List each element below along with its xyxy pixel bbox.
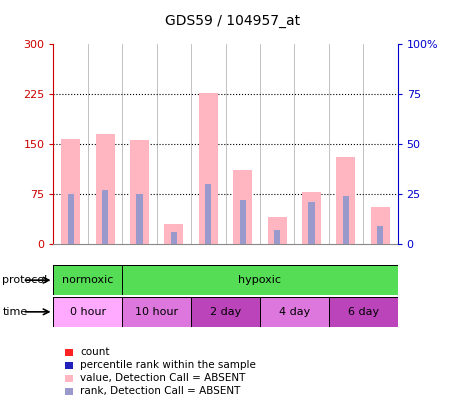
Text: time: time [2, 307, 27, 317]
Bar [102, 190, 108, 244]
Bar [122, 297, 191, 327]
Text: 0 hour: 0 hour [70, 307, 106, 317]
Text: 2 day: 2 day [210, 307, 241, 317]
Bar [260, 297, 329, 327]
Text: rank, Detection Call = ABSENT: rank, Detection Call = ABSENT [80, 386, 241, 396]
Bar [199, 93, 218, 244]
Text: count: count [80, 347, 110, 357]
Bar [274, 230, 280, 244]
Bar [233, 170, 252, 244]
Bar [165, 223, 183, 244]
Bar [67, 194, 74, 244]
Bar [329, 297, 398, 327]
Bar [239, 200, 246, 244]
Bar [371, 207, 390, 244]
Bar [268, 217, 286, 244]
Bar [343, 196, 349, 244]
Text: normoxic: normoxic [62, 275, 113, 285]
Bar [136, 194, 143, 244]
Text: 10 hour: 10 hour [135, 307, 178, 317]
Bar [205, 183, 212, 244]
Text: protocol: protocol [2, 275, 47, 285]
Text: 4 day: 4 day [279, 307, 310, 317]
Bar [96, 133, 114, 244]
Bar [53, 297, 122, 327]
Bar [302, 192, 321, 244]
Bar [61, 139, 80, 244]
Bar [377, 226, 384, 244]
Bar [308, 202, 315, 244]
Bar [53, 265, 122, 295]
Text: GDS59 / 104957_at: GDS59 / 104957_at [165, 14, 300, 28]
Bar [337, 157, 355, 244]
Text: hypoxic: hypoxic [239, 275, 281, 285]
Bar [130, 140, 149, 244]
Bar [171, 232, 177, 244]
Bar [191, 297, 260, 327]
Text: 6 day: 6 day [348, 307, 379, 317]
Bar [122, 265, 398, 295]
Text: value, Detection Call = ABSENT: value, Detection Call = ABSENT [80, 373, 246, 383]
Text: percentile rank within the sample: percentile rank within the sample [80, 360, 256, 370]
